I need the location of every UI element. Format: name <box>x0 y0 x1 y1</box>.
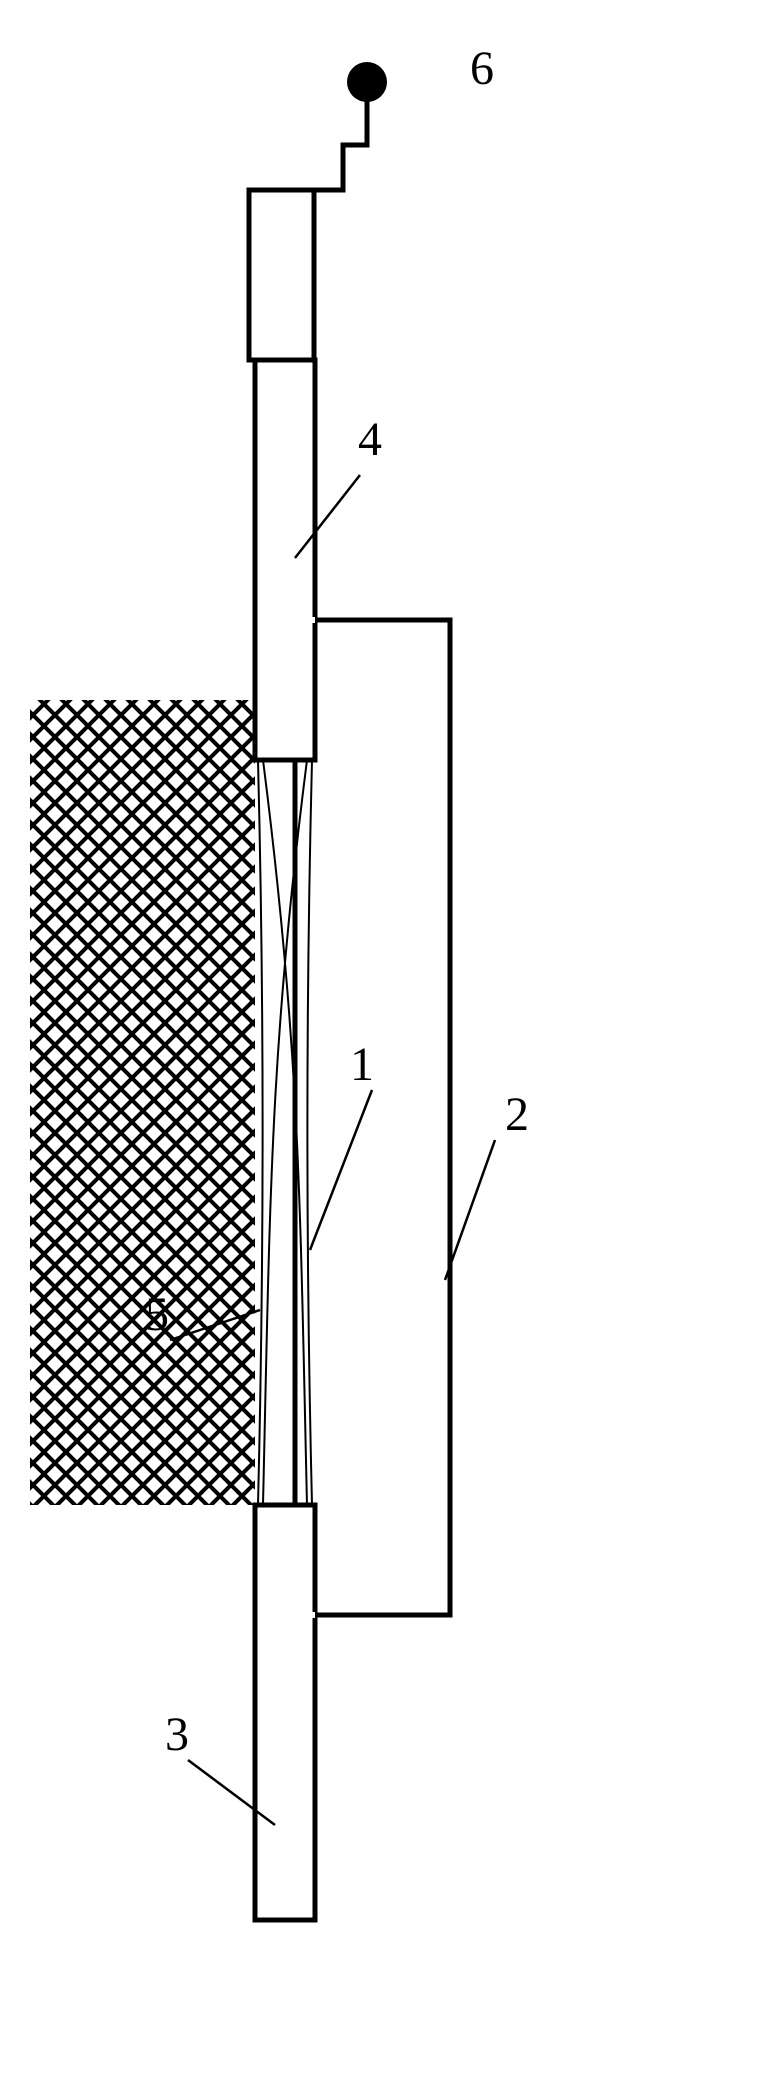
label-6: 6 <box>470 42 494 95</box>
inner-rect-4 <box>255 360 315 760</box>
label-2: 2 <box>505 1088 529 1141</box>
schematic-svg: 1 2 3 4 5 6 <box>0 0 769 2083</box>
antenna-box <box>249 190 314 360</box>
diagram-canvas: 1 2 3 4 5 6 <box>0 0 769 2083</box>
inner-rect-3 <box>255 1505 315 1920</box>
label-5: 5 <box>145 1288 169 1341</box>
base-rect-2 <box>295 620 450 1615</box>
label-1: 1 <box>350 1038 374 1091</box>
ball-6 <box>347 62 387 102</box>
antenna-lead <box>283 100 367 190</box>
label-4: 4 <box>358 413 382 466</box>
hatched-region <box>30 700 255 1505</box>
label-3: 3 <box>165 1708 189 1761</box>
